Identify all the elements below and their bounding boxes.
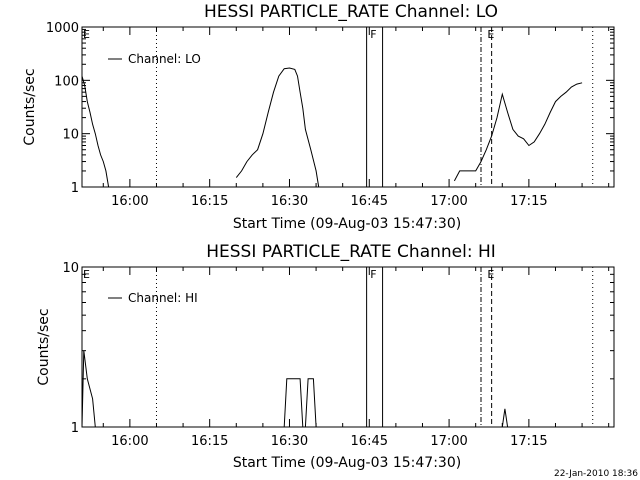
hi-legend-label: Channel: HI: [128, 291, 198, 305]
hi-y-axis-label: Counts/sec: [36, 308, 52, 385]
hi-x-tick-label: 16:30: [271, 434, 308, 449]
hi-x-tick-label: 16:45: [351, 434, 388, 449]
footer-timestamp: 22-Jan-2010 18:36: [554, 469, 638, 479]
hi-plot-frame: [81, 266, 615, 428]
lo-x-tick-label: 17:00: [430, 194, 467, 209]
lo-x-axis-label: Start Time (09-Aug-03 15:47:30): [233, 216, 461, 232]
lo-x-tick-label: 16:45: [351, 194, 388, 209]
hi-x-tick-label: 16:00: [111, 434, 148, 449]
lo-flag-e: E: [487, 28, 494, 41]
lo-y-tick-label: 1: [71, 181, 79, 196]
hi-x-tick-label: 16:15: [191, 434, 228, 449]
lo-x-tick-label: 16:15: [191, 194, 228, 209]
hi-flag-f: F: [370, 268, 376, 281]
lo-y-axis-label: Counts/sec: [22, 68, 38, 145]
lo-plot-frame: [81, 26, 615, 188]
lo-plot-area: 16:00 16:15 16:30 16:45 17:00 17:15 1 10 100 1000…: [46, 21, 615, 209]
hi-channel-panel: HESSI PARTICLE_RATE Channel: HI Counts/s…: [36, 242, 615, 471]
lo-series-line: [81, 75, 110, 188]
lo-chart-title: HESSI PARTICLE_RATE Channel: LO: [204, 2, 498, 22]
hi-series-line: [283, 378, 319, 428]
hi-series-line: [501, 408, 509, 428]
hi-x-axis-label: Start Time (09-Aug-03 15:47:30): [233, 455, 461, 471]
hi-x-tick-label: 17:15: [510, 434, 547, 449]
hi-chart-title: HESSI PARTICLE_RATE Channel: HI: [206, 242, 496, 262]
lo-y-tick-label: 10: [62, 128, 79, 143]
lo-y-tick-label: 100: [54, 74, 79, 89]
hi-legend: Channel: HI: [108, 291, 198, 305]
lo-x-tick-label: 17:15: [510, 194, 547, 209]
lo-legend: Channel: LO: [108, 52, 201, 66]
hi-flag-e: E: [83, 268, 90, 281]
hi-y-tick-label: 10: [62, 261, 79, 276]
lo-x-tick-label: 16:30: [271, 194, 308, 209]
lo-flag-e: E: [83, 28, 90, 41]
hi-x-tick-label: 17:00: [430, 434, 467, 449]
lo-flag-f: F: [370, 28, 376, 41]
lo-x-tick-label: 16:00: [111, 194, 148, 209]
lo-y-tick-label: 1000: [46, 21, 79, 36]
hi-series-line: [81, 350, 96, 428]
lo-series-line: [453, 82, 583, 182]
lo-legend-label: Channel: LO: [128, 52, 201, 66]
hi-y-tick-label: 1: [71, 421, 79, 436]
hi-plot-area: 16:00 16:15 16:30 16:45 17:00 17:15 1 10 F E E: [62, 261, 615, 449]
lo-series-line: [235, 67, 320, 188]
hi-flag-e: E: [487, 268, 494, 281]
lo-channel-panel: HESSI PARTICLE_RATE Channel: LO Counts/s…: [22, 2, 615, 232]
